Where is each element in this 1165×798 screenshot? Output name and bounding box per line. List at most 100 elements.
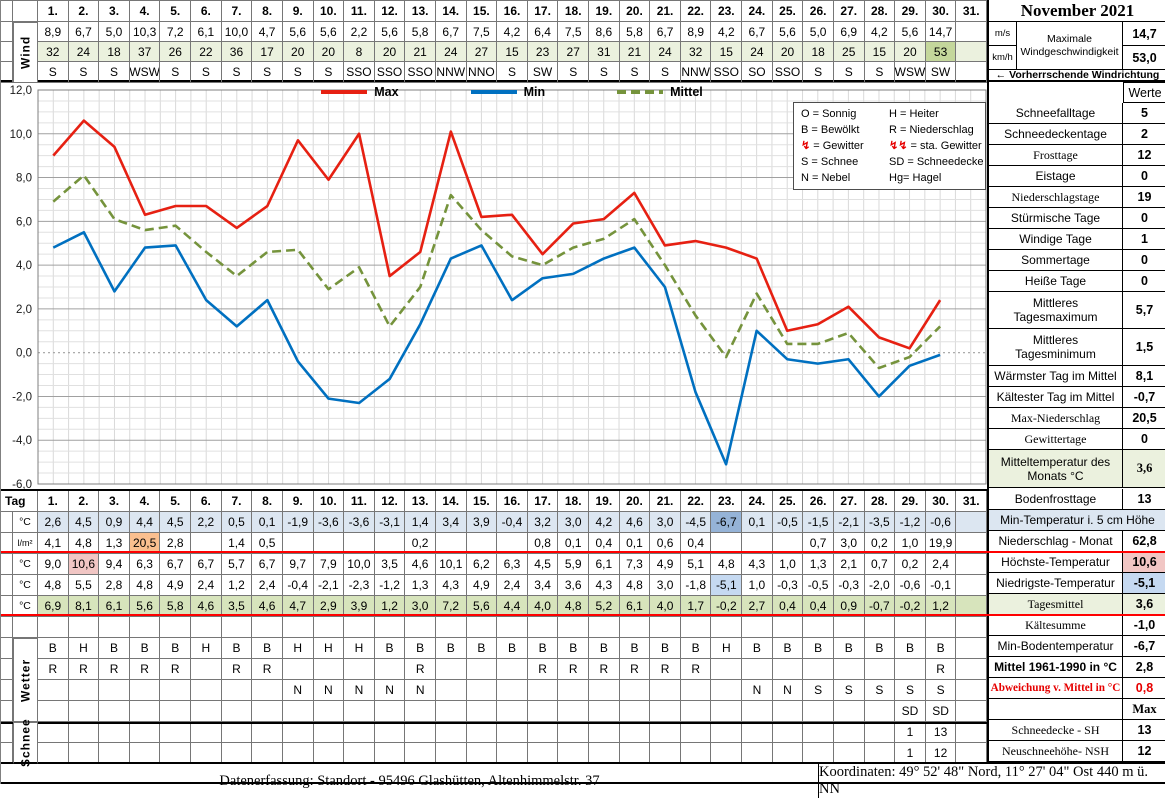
precipitation-cell: [711, 533, 743, 554]
daily-mean-cell: -0,2: [711, 596, 743, 617]
unit-label: °C: [13, 554, 38, 575]
snow-depth-cell: [221, 722, 253, 743]
wind-day-header-cell: 29.: [895, 1, 926, 22]
stat-row-mittleres: Mittleres Tagesminimum 1,5: [989, 329, 1165, 366]
weather-condition-cell: B: [742, 638, 773, 659]
weather-snowcover-cell: SD: [925, 701, 957, 722]
min-temp-cell: -1,2: [374, 575, 406, 596]
weather-snowcover-cell: [742, 701, 773, 722]
wind-day-header-cell: 14.: [435, 1, 467, 22]
weather-fog-snow-cell: [99, 680, 130, 701]
new-snow-cell: [405, 743, 436, 764]
stat-value: 0,8: [1123, 678, 1165, 699]
snow-section-divider: [1, 722, 987, 724]
daily-mean-cell: 5,2: [589, 596, 620, 617]
new-snow-cell: [191, 743, 222, 764]
max-temp-cell: 6,7: [160, 554, 192, 575]
new-snow-cell: [772, 743, 804, 764]
wind-ms-cell: 8,6: [589, 22, 620, 42]
weather-fog-snow-cell: [129, 680, 161, 701]
wind-ms-cell: 5,6: [282, 22, 314, 42]
weather-precip-cell: [742, 659, 773, 680]
new-snow-cell: [282, 743, 314, 764]
wind-table: 1. 2. 3. 4. 5. 6. 7. 8. 9. 10. 11. 12. 13. 14. 15. 16. 1…: [1, 0, 987, 83]
precipitation-cell: 0,2: [405, 533, 436, 554]
spacer-cell: [650, 617, 681, 638]
legend-item-mittel: Mittel: [617, 85, 703, 99]
prevailing-wind-note: ← Vorherrschende Windrichtung: [989, 69, 1165, 82]
weather-fog-snow-cell: [221, 680, 253, 701]
spacer-cell: [742, 617, 773, 638]
daily-mean-cell: 4,6: [252, 596, 283, 617]
wind-ms-cell: 14,7: [925, 22, 957, 42]
snow-depth-cell: [956, 722, 987, 743]
spacer-cell: [497, 617, 528, 638]
spacer-cell: [466, 617, 498, 638]
weather-snowcover-cell: [435, 701, 467, 722]
min-temp-cell: 2,4: [497, 575, 528, 596]
weather-fog-snow-cell: [191, 680, 222, 701]
stat-value: 13: [1123, 720, 1165, 741]
snow-depth-cell: [527, 722, 559, 743]
svg-text:-4,0: -4,0: [12, 435, 32, 447]
spacer-cell: [252, 617, 283, 638]
weather-condition-cell: B: [466, 638, 498, 659]
stat-value: 5,7: [1123, 292, 1165, 329]
precipitation-cell: [313, 533, 345, 554]
wind-dir-cell: SSO: [374, 62, 406, 83]
min-temp-5cm-cell: 2,2: [191, 512, 222, 533]
stat-row-schneedecke-sh: Schneedecke - SH 13: [989, 720, 1165, 741]
wind-ms-cell: 5,0: [803, 22, 834, 42]
min-temp-5cm-cell: -3,5: [864, 512, 896, 533]
new-snow-cell: [160, 743, 192, 764]
weather-condition-cell: B: [405, 638, 436, 659]
symbol-legend-entry: SD = Schneedecke: [889, 156, 984, 168]
series-max: [52, 119, 942, 350]
coordinates-info: Koordinaten: 49° 52' 48" Nord, 11° 27' 0…: [818, 764, 1165, 798]
red-divider-precip: [1, 551, 1165, 553]
wind-day-header-cell: 27.: [833, 1, 865, 22]
stat-row-niederschlagstage: Niederschlagstage 19: [989, 187, 1165, 208]
symbol-legend-entry: H = Heiter: [889, 108, 939, 120]
wind-ms-cell: 4,2: [497, 22, 528, 42]
min-temp-cell: 3,0: [650, 575, 681, 596]
snow-depth-cell: [589, 722, 620, 743]
min-temp-5cm-cell: -0,6: [925, 512, 957, 533]
wind-kmh-cell: 27: [558, 42, 590, 62]
row-left-spacer: [1, 617, 13, 638]
wind-dir-cell: S: [558, 62, 590, 83]
max-wind-ms-value: 14,7: [1123, 22, 1165, 46]
snow-depth-cell: [680, 722, 712, 743]
day-header-cell: 13.: [405, 491, 436, 512]
weather-snowcover-cell: [711, 701, 743, 722]
stat-row-sommertage: Sommertage 0: [989, 250, 1165, 271]
max-temp-cell: 4,9: [650, 554, 681, 575]
wind-day-header-cell: 6.: [191, 1, 222, 22]
max-temp-cell: 5,1: [680, 554, 712, 575]
max-temp-cell: 7,3: [619, 554, 651, 575]
day-header-cell: 6.: [191, 491, 222, 512]
spacer-cell: [129, 617, 161, 638]
day-header-cell: 1.: [38, 491, 69, 512]
stat-value: 0: [1123, 271, 1165, 292]
wind-ms-cell: 5,8: [405, 22, 436, 42]
stat-row-schneefalltage: Schneefalltage 5: [989, 103, 1165, 124]
day-header-cell: 15.: [466, 491, 498, 512]
wind-ms-cell: 5,6: [313, 22, 345, 42]
spacer-cell: [772, 617, 804, 638]
precipitation-cell: [742, 533, 773, 554]
stat-label: Eistage: [989, 166, 1123, 187]
daily-mean-cell: 5,6: [129, 596, 161, 617]
wind-day-header-cell: 9.: [282, 1, 314, 22]
snow-depth-cell: [711, 722, 743, 743]
wind-dir-cell: S: [160, 62, 192, 83]
precipitation-cell: 19,9: [925, 533, 957, 554]
stat-row-mittel-1961-1990-in-c: Mittel 1961-1990 in °C 2,8: [989, 657, 1165, 678]
spacer-cell: [405, 617, 436, 638]
max-temp-cell: 6,3: [129, 554, 161, 575]
stat-value: 5: [1123, 103, 1165, 124]
day-header-row: Tag 1. 2. 3. 4. 5. 6. 7. 8. 9. 10. 11. 12. 13. 14. 15. 1…: [1, 491, 987, 512]
weather-precip-cell: R: [680, 659, 712, 680]
row-left-spacer: [1, 638, 13, 659]
wind-kmh-cell: 37: [129, 42, 161, 62]
